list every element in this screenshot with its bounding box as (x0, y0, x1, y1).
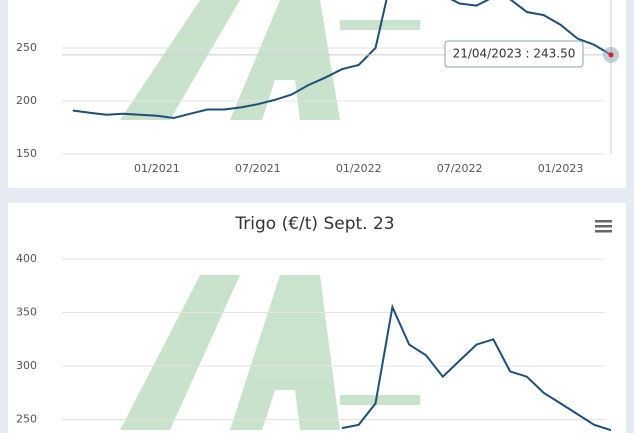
x-tick-label: 01/2022 (336, 162, 382, 175)
data-point (608, 52, 614, 58)
plot (341, 303, 611, 432)
y-tick-label: 300 (16, 359, 37, 372)
tooltip-text: 21/04/2023 : 243.50 (453, 47, 576, 61)
chart-title: Trigo (€/t) Sept. 23 (234, 214, 394, 234)
line (341, 303, 611, 432)
tooltip-box (444, 40, 584, 68)
y-tick-label: 200 (16, 94, 37, 107)
line (72, 0, 611, 120)
y-tick-label: 400 (16, 252, 37, 265)
watermark (120, 0, 420, 430)
x-tick-label: 07/2021 (235, 162, 281, 175)
panel (8, 0, 626, 188)
y-tick-label: 250 (16, 41, 37, 54)
plot (72, 0, 611, 120)
panel (8, 203, 626, 433)
y-tick-label: 350 (16, 306, 37, 319)
x-tick-label: 01/2021 (134, 162, 180, 175)
x-tick-label: 01/2023 (538, 162, 584, 175)
y-tick-label: 250 (16, 413, 37, 426)
y-tick-label: 150 (16, 147, 37, 160)
menu-button[interactable] (595, 220, 612, 233)
x-tick-label: 07/2022 (437, 162, 483, 175)
